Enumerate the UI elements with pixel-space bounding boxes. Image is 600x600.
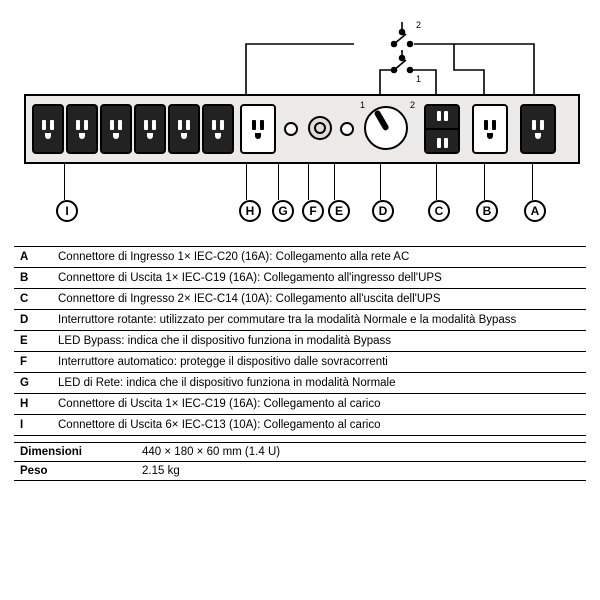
led-g (284, 122, 298, 136)
spec-row: Dimensioni440 × 180 × 60 mm (1.4 U) (14, 443, 586, 462)
leader-f (308, 162, 309, 200)
port-a (520, 104, 556, 154)
legend-text: LED Bypass: indica che il dispositivo fu… (52, 331, 586, 352)
port-i-3 (100, 104, 132, 154)
legend-key: C (14, 289, 52, 310)
breaker-f (308, 116, 332, 140)
callout-h: H (239, 200, 261, 222)
rotary-label-2: 2 (410, 100, 415, 110)
leader-e (334, 162, 335, 200)
port-i-2 (66, 104, 98, 154)
legend-text: Interruttore automatico: protegge il dis… (52, 352, 586, 373)
legend-text: LED di Rete: indica che il dispositivo f… (52, 373, 586, 394)
legend-table: AConnettore di Ingresso 1× IEC-C20 (16A)… (14, 246, 586, 436)
spec-label: Peso (14, 462, 136, 481)
callout-c: C (428, 200, 450, 222)
spec-label: Dimensioni (14, 443, 136, 462)
legend-text: Connettore di Uscita 6× IEC-C13 (10A): C… (52, 415, 586, 436)
callout-a: A (524, 200, 546, 222)
legend-row: BConnettore di Uscita 1× IEC-C19 (16A): … (14, 268, 586, 289)
rotary-d (364, 106, 408, 150)
legend-row: HConnettore di Uscita 1× IEC-C19 (16A): … (14, 394, 586, 415)
legend-text: Connettore di Ingresso 2× IEC-C14 (10A):… (52, 289, 586, 310)
legend-row: IConnettore di Uscita 6× IEC-C13 (10A): … (14, 415, 586, 436)
port-i-4 (134, 104, 166, 154)
callout-g: G (272, 200, 294, 222)
leader-d (380, 162, 381, 200)
legend-text: Connettore di Uscita 1× IEC-C19 (16A): C… (52, 394, 586, 415)
legend-key: E (14, 331, 52, 352)
legend-text: Connettore di Ingresso 1× IEC-C20 (16A):… (52, 247, 586, 268)
leader-g (278, 162, 279, 200)
legend-key: G (14, 373, 52, 394)
legend-key: F (14, 352, 52, 373)
leader-h (246, 162, 247, 200)
callout-b: B (476, 200, 498, 222)
legend-text: Connettore di Uscita 1× IEC-C19 (16A): C… (52, 268, 586, 289)
legend-key: A (14, 247, 52, 268)
legend-key: B (14, 268, 52, 289)
rear-panel: 1 2 (24, 94, 580, 164)
port-i-6 (202, 104, 234, 154)
leader-b (484, 162, 485, 200)
port-b (472, 104, 508, 154)
legend-text: Interruttore rotante: utilizzato per com… (52, 310, 586, 331)
port-c (424, 104, 460, 154)
rotary-label-1: 1 (360, 100, 365, 110)
spec-value: 2.15 kg (136, 462, 586, 481)
switch-label-bottom: 1 (416, 74, 421, 84)
callout-d: D (372, 200, 394, 222)
legend-row: DInterruttore rotante: utilizzato per co… (14, 310, 586, 331)
leader-c (436, 162, 437, 200)
legend-key: H (14, 394, 52, 415)
callout-f: F (302, 200, 324, 222)
legend-key: D (14, 310, 52, 331)
led-e (340, 122, 354, 136)
legend-row: ELED Bypass: indica che il dispositivo f… (14, 331, 586, 352)
legend-row: CConnettore di Ingresso 2× IEC-C14 (10A)… (14, 289, 586, 310)
spec-value: 440 × 180 × 60 mm (1.4 U) (136, 443, 586, 462)
legend-row: AConnettore di Ingresso 1× IEC-C20 (16A)… (14, 247, 586, 268)
callout-e: E (328, 200, 350, 222)
legend-key: I (14, 415, 52, 436)
leader-i (64, 162, 65, 200)
switch-label-top: 2 (416, 20, 421, 30)
legend-row: FInterruttore automatico: protegge il di… (14, 352, 586, 373)
callout-i: I (56, 200, 78, 222)
port-h (240, 104, 276, 154)
leader-a (532, 162, 533, 200)
legend-row: GLED di Rete: indica che il dispositivo … (14, 373, 586, 394)
port-i-5 (168, 104, 200, 154)
rear-panel-diagram: 2 1 1 2 (14, 10, 586, 240)
specs-table: Dimensioni440 × 180 × 60 mm (1.4 U)Peso2… (14, 442, 586, 481)
spec-row: Peso2.15 kg (14, 462, 586, 481)
port-i-1 (32, 104, 64, 154)
